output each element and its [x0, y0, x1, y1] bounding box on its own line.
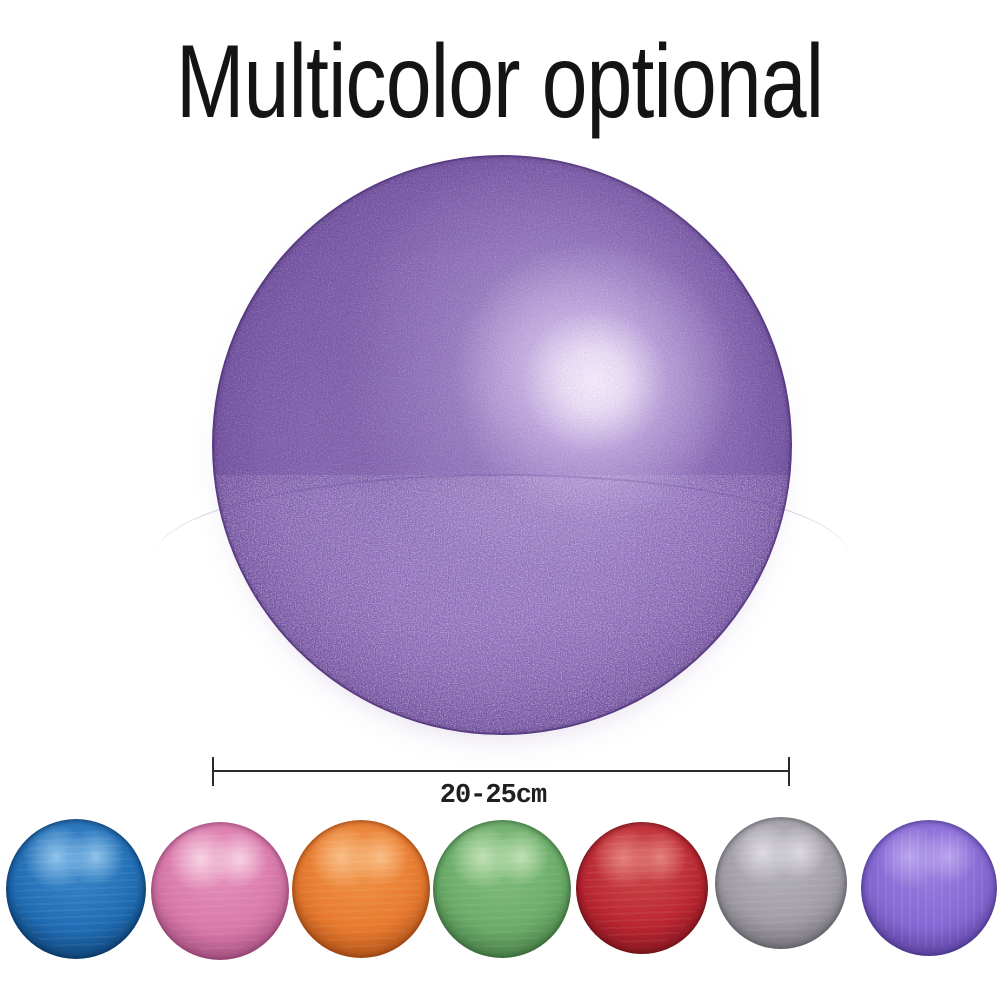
dimension-line [212, 757, 790, 786]
ball-striation-texture [14, 827, 138, 951]
ball-seam-line [154, 474, 850, 940]
ball-striation-texture [869, 828, 989, 948]
main-product-ball [154, 155, 850, 735]
color-ball-purple [861, 820, 997, 956]
color-ball-blue [6, 819, 146, 959]
title-area: Multicolor optional [0, 30, 1000, 134]
page-title: Multicolor optional [176, 24, 824, 140]
size-label: 20-25cm [439, 781, 547, 811]
